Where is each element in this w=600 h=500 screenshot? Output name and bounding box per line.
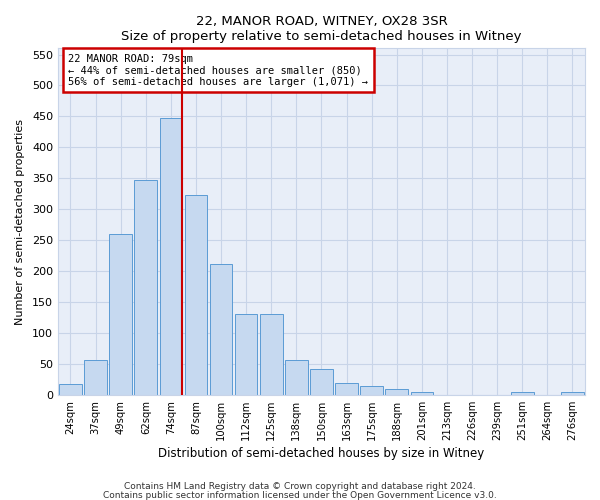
Bar [285,360,308,395]
Bar [210,264,232,395]
Bar [361,386,383,395]
Bar [310,370,333,395]
Bar [561,392,584,395]
Bar [410,392,433,395]
Bar [235,314,257,395]
Text: 22 MANOR ROAD: 79sqm
← 44% of semi-detached houses are smaller (850)
56% of semi: 22 MANOR ROAD: 79sqm ← 44% of semi-detac… [68,54,368,86]
X-axis label: Distribution of semi-detached houses by size in Witney: Distribution of semi-detached houses by … [158,447,485,460]
Bar [185,195,207,395]
Bar [160,118,182,395]
Text: Contains public sector information licensed under the Open Government Licence v3: Contains public sector information licen… [103,490,497,500]
Bar [59,384,82,395]
Bar [134,180,157,395]
Y-axis label: Number of semi-detached properties: Number of semi-detached properties [15,118,25,324]
Bar [260,314,283,395]
Bar [385,390,408,395]
Bar [511,392,533,395]
Title: 22, MANOR ROAD, WITNEY, OX28 3SR
Size of property relative to semi-detached hous: 22, MANOR ROAD, WITNEY, OX28 3SR Size of… [121,15,522,43]
Bar [109,234,132,395]
Text: Contains HM Land Registry data © Crown copyright and database right 2024.: Contains HM Land Registry data © Crown c… [124,482,476,491]
Bar [335,383,358,395]
Bar [84,360,107,395]
